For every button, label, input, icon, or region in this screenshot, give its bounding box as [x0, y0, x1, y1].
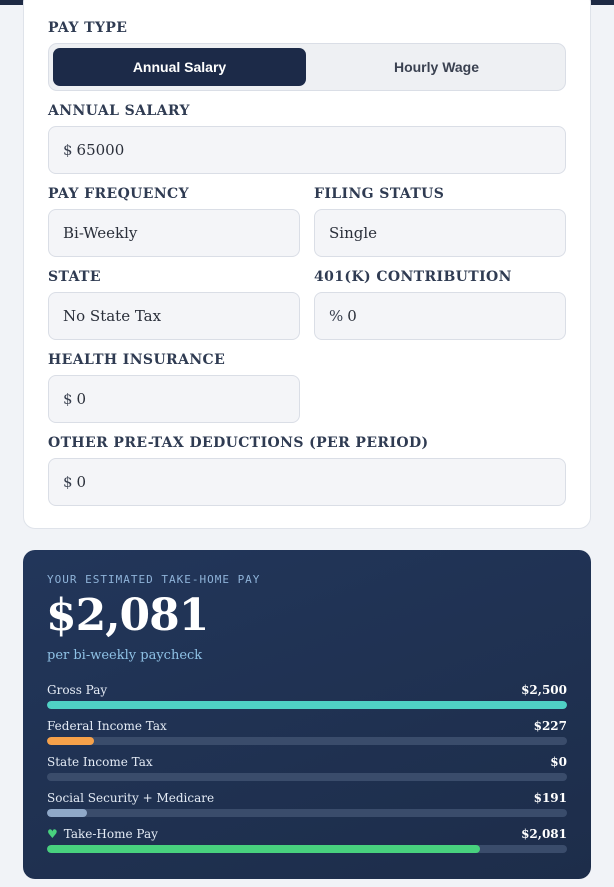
filing-status-value: Single — [329, 224, 378, 242]
breakdown-value: $191 — [533, 791, 567, 805]
breakdown-row: ♥ Take-Home Pay $2,081 — [47, 827, 567, 857]
breakdown-row: Federal Income Tax $227 — [47, 719, 567, 749]
paycheck-form-card: PAY TYPE Annual Salary Hourly Wage ANNUA… — [23, 0, 591, 529]
breakdown-label: ♥ Take-Home Pay — [47, 827, 158, 841]
401k-value: 0 — [347, 307, 357, 325]
result-subtitle: per bi-weekly paycheck — [47, 648, 203, 663]
currency-prefix: $ — [63, 141, 73, 159]
breakdown-bar-track — [47, 773, 567, 781]
state-label: STATE — [48, 269, 101, 285]
currency-prefix: $ — [63, 473, 73, 491]
breakdown-label-text: Take-Home Pay — [63, 827, 158, 841]
breakdown-bar-fill — [47, 845, 480, 853]
breakdown-label: Federal Income Tax — [47, 719, 167, 733]
breakdown-bar-track — [47, 701, 567, 709]
state-select[interactable]: No State Tax — [48, 292, 300, 340]
health-insurance-input[interactable]: $ 0 — [48, 375, 300, 423]
breakdown-label-text: State Income Tax — [47, 755, 153, 769]
take-home-amount: $2,081 — [46, 590, 209, 641]
hourly-wage-option[interactable]: Hourly Wage — [393, 59, 480, 75]
breakdown-bar-track — [47, 737, 567, 745]
currency-prefix: $ — [63, 390, 73, 408]
breakdown-row: Gross Pay $2,500 — [47, 683, 567, 713]
filing-status-select[interactable]: Single — [314, 209, 566, 257]
result-eyebrow: YOUR ESTIMATED TAKE-HOME PAY — [47, 573, 261, 586]
percent-prefix: % — [329, 307, 344, 325]
pay-frequency-select[interactable]: Bi-Weekly — [48, 209, 300, 257]
breakdown-label-text: Federal Income Tax — [47, 719, 167, 733]
annual-salary-label: ANNUAL SALARY — [48, 103, 190, 119]
breakdown-bar-fill — [47, 701, 567, 709]
annual-salary-option[interactable]: Annual Salary — [53, 48, 306, 86]
401k-input[interactable]: % 0 — [314, 292, 566, 340]
breakdown-label-text: Social Security + Medicare — [47, 791, 215, 805]
take-home-result-card: YOUR ESTIMATED TAKE-HOME PAY $2,081 per … — [23, 550, 591, 879]
annual-salary-input[interactable]: $ 65000 — [48, 126, 566, 174]
pay-type-toggle: Annual Salary Hourly Wage — [48, 43, 566, 91]
other-pretax-label: OTHER PRE-TAX DEDUCTIONS (PER PERIOD) — [48, 435, 429, 451]
state-value: No State Tax — [63, 307, 162, 325]
breakdown-bar-track — [47, 845, 567, 853]
pay-frequency-label: PAY FREQUENCY — [48, 186, 189, 202]
breakdown-label: Gross Pay — [47, 683, 107, 697]
filing-status-label: FILING STATUS — [314, 186, 445, 202]
green-heart-icon: ♥ — [47, 827, 58, 841]
health-insurance-label: HEALTH INSURANCE — [48, 352, 226, 368]
breakdown-value: $0 — [550, 755, 567, 769]
pay-frequency-value: Bi-Weekly — [63, 224, 138, 242]
breakdown-value: $2,500 — [521, 683, 567, 697]
breakdown-label: State Income Tax — [47, 755, 153, 769]
401k-label: 401(K) CONTRIBUTION — [314, 269, 512, 285]
breakdown-bar-track — [47, 809, 567, 817]
breakdown-bar-fill — [47, 737, 95, 745]
other-pretax-input[interactable]: $ 0 — [48, 458, 566, 506]
breakdown-label: Social Security + Medicare — [47, 791, 214, 805]
breakdown-bar-fill — [47, 809, 87, 817]
breakdown-row: State Income Tax $0 — [47, 755, 567, 785]
breakdown-label-text: Gross Pay — [47, 683, 108, 697]
pay-type-label: PAY TYPE — [48, 20, 128, 36]
breakdown-row: Social Security + Medicare $191 — [47, 791, 567, 821]
breakdown-value: $227 — [533, 719, 567, 733]
other-pretax-value: 0 — [76, 473, 87, 491]
annual-salary-value: 65000 — [76, 141, 125, 159]
breakdown-value: $2,081 — [521, 827, 567, 841]
health-insurance-value: 0 — [76, 390, 87, 408]
